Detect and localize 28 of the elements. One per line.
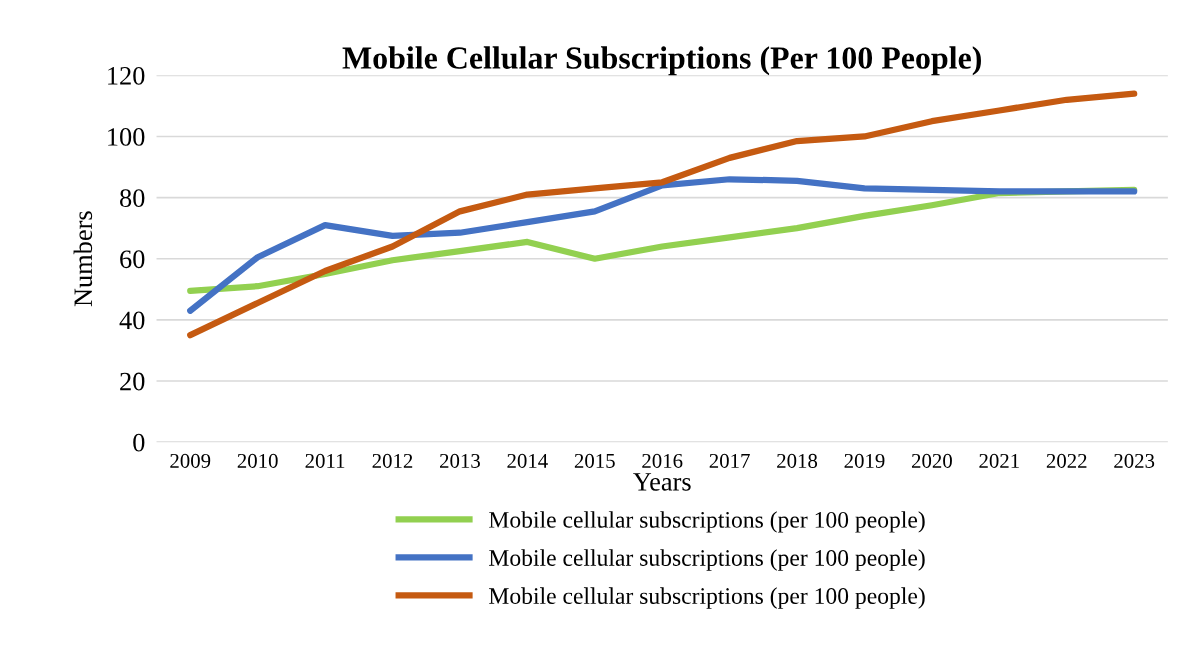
x-tick-label: 2018 xyxy=(777,453,818,468)
y-tick-label: 0 xyxy=(133,433,145,452)
chart-title: Mobile Cellular Subscriptions (Per 100 People) xyxy=(342,46,981,76)
x-tick-label: 2021 xyxy=(979,453,1019,468)
legend-label: Mobile cellular subscriptions (per 100 people) xyxy=(489,587,925,609)
x-tick-label: 2017 xyxy=(709,453,750,468)
y-tick-label: 100 xyxy=(108,128,145,146)
x-tick-label: 2020 xyxy=(911,453,952,468)
y-tick-label: 60 xyxy=(120,250,145,269)
legend-label: Mobile cellular subscriptions (per 100 people) xyxy=(489,549,925,571)
x-tick-label: 2022 xyxy=(1046,453,1087,468)
x-tick-label: 2012 xyxy=(372,453,413,468)
x-tick-label: 2015 xyxy=(574,453,615,468)
x-tick-label: 2009 xyxy=(170,453,211,468)
x-tick-label: 2013 xyxy=(440,453,480,468)
x-axis-title: Years xyxy=(633,473,691,491)
x-tick-label: 2010 xyxy=(237,453,278,468)
y-tick-label: 80 xyxy=(120,189,145,208)
y-tick-label: 20 xyxy=(120,372,145,391)
x-tick-label: 2014 xyxy=(507,453,548,468)
x-tick-label: 2011 xyxy=(305,453,345,468)
y-tick-label: 40 xyxy=(119,311,145,330)
legend-label: Mobile cellular subscriptions (per 100 people) xyxy=(489,511,925,533)
x-tick-label: 2023 xyxy=(1114,453,1155,468)
x-tick-label: 2016 xyxy=(642,453,683,468)
x-tick-label: 2019 xyxy=(844,453,885,468)
y-tick-label: 120 xyxy=(108,66,145,85)
y-axis-title: Numbers xyxy=(73,211,93,307)
